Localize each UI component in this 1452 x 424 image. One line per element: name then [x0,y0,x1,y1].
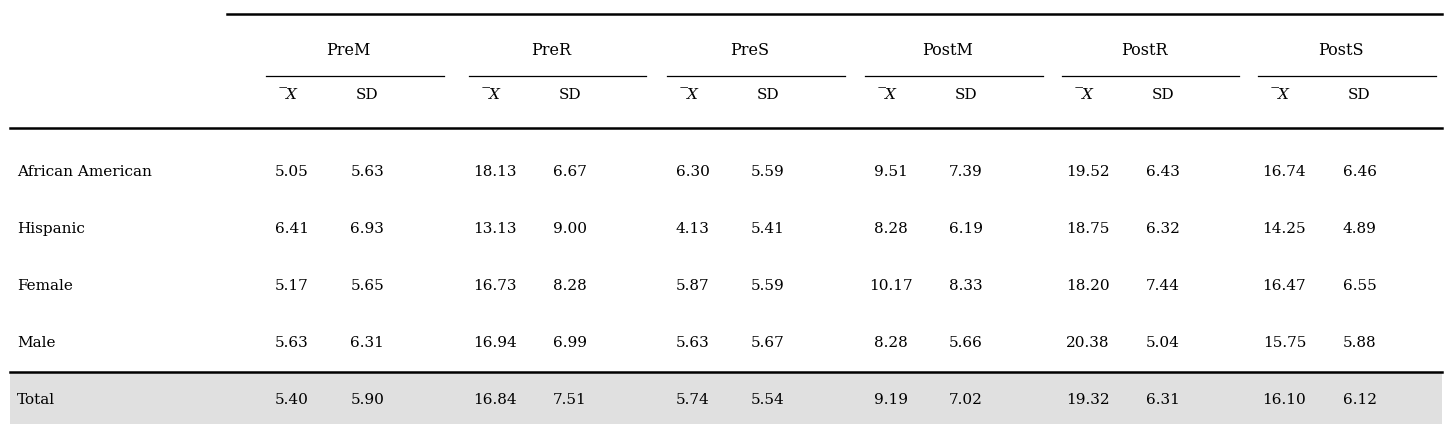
Text: 5.40: 5.40 [274,393,309,407]
Bar [10,373,1442,424]
Text: 5.63: 5.63 [276,336,309,350]
Text: SD: SD [559,88,581,102]
Text: 5.17: 5.17 [276,279,309,293]
Text: 8.28: 8.28 [874,336,908,350]
Text: 6.19: 6.19 [950,222,983,236]
Text: 5.59: 5.59 [751,165,786,179]
Text: PreM: PreM [327,42,370,59]
Text: 18.20: 18.20 [1066,279,1109,293]
Text: 5.87: 5.87 [677,279,710,293]
Text: 19.32: 19.32 [1066,393,1109,407]
Text: SD: SD [756,88,780,102]
Text: 6.55: 6.55 [1343,279,1376,293]
Text: 6.31: 6.31 [350,336,385,350]
Text: 18.75: 18.75 [1066,222,1109,236]
Text: Male: Male [17,336,55,350]
Text: Total: Total [17,393,55,407]
Text: 16.73: 16.73 [473,279,517,293]
Text: ̅X: ̅X [1279,88,1289,102]
Text: 14.25: 14.25 [1263,222,1307,236]
Text: PostS: PostS [1318,42,1363,59]
Text: 5.90: 5.90 [350,393,385,407]
Text: 16.94: 16.94 [473,336,517,350]
Text: 6.43: 6.43 [1146,165,1180,179]
Text: Female: Female [17,279,73,293]
Text: 16.74: 16.74 [1263,165,1307,179]
Text: ̅X: ̅X [489,88,499,102]
Text: SD: SD [1349,88,1371,102]
Text: 15.75: 15.75 [1263,336,1305,350]
Text: 7.02: 7.02 [950,393,983,407]
Text: 18.13: 18.13 [473,165,517,179]
Text: 6.46: 6.46 [1343,165,1376,179]
Text: 5.04: 5.04 [1146,336,1180,350]
Text: 13.13: 13.13 [473,222,517,236]
Text: 7.39: 7.39 [950,165,983,179]
Text: ̅X: ̅X [286,88,298,102]
Text: 5.41: 5.41 [751,222,786,236]
Text: 6.99: 6.99 [553,336,587,350]
Text: 5.05: 5.05 [276,165,309,179]
Text: Hispanic: Hispanic [17,222,86,236]
Text: 6.67: 6.67 [553,165,587,179]
Text: 5.63: 5.63 [675,336,710,350]
Text: 9.00: 9.00 [553,222,587,236]
Text: 7.44: 7.44 [1146,279,1180,293]
Text: 4.89: 4.89 [1343,222,1376,236]
Text: PreS: PreS [730,42,768,59]
Text: 6.12: 6.12 [1343,393,1376,407]
Text: ̅X: ̅X [1082,88,1093,102]
Text: SD: SD [356,88,379,102]
Text: 6.30: 6.30 [675,165,710,179]
Text: 5.66: 5.66 [950,336,983,350]
Text: 8.28: 8.28 [874,222,908,236]
Text: 9.51: 9.51 [874,165,908,179]
Text: PostR: PostR [1121,42,1167,59]
Text: 8.28: 8.28 [553,279,587,293]
Text: SD: SD [955,88,977,102]
Text: 20.38: 20.38 [1066,336,1109,350]
Text: 19.52: 19.52 [1066,165,1109,179]
Text: 5.65: 5.65 [350,279,385,293]
Text: 16.47: 16.47 [1263,279,1307,293]
Text: 5.54: 5.54 [751,393,786,407]
Text: 5.74: 5.74 [675,393,710,407]
Text: 7.51: 7.51 [553,393,587,407]
Text: African American: African American [17,165,152,179]
Text: 6.31: 6.31 [1146,393,1180,407]
Text: ̅X: ̅X [886,88,896,102]
Text: 5.59: 5.59 [751,279,786,293]
Text: 5.67: 5.67 [751,336,786,350]
Text: 6.93: 6.93 [350,222,385,236]
Text: 9.19: 9.19 [874,393,908,407]
Text: 4.13: 4.13 [675,222,710,236]
Text: PreR: PreR [531,42,571,59]
Text: 6.32: 6.32 [1146,222,1180,236]
Text: 16.84: 16.84 [473,393,517,407]
Text: 5.63: 5.63 [350,165,385,179]
Text: 5.88: 5.88 [1343,336,1376,350]
Text: 10.17: 10.17 [870,279,913,293]
Text: PostM: PostM [922,42,973,59]
Text: ̅X: ̅X [687,88,698,102]
Text: 16.10: 16.10 [1262,393,1307,407]
Text: 8.33: 8.33 [950,279,983,293]
Text: 6.41: 6.41 [274,222,309,236]
Text: SD: SD [1151,88,1175,102]
